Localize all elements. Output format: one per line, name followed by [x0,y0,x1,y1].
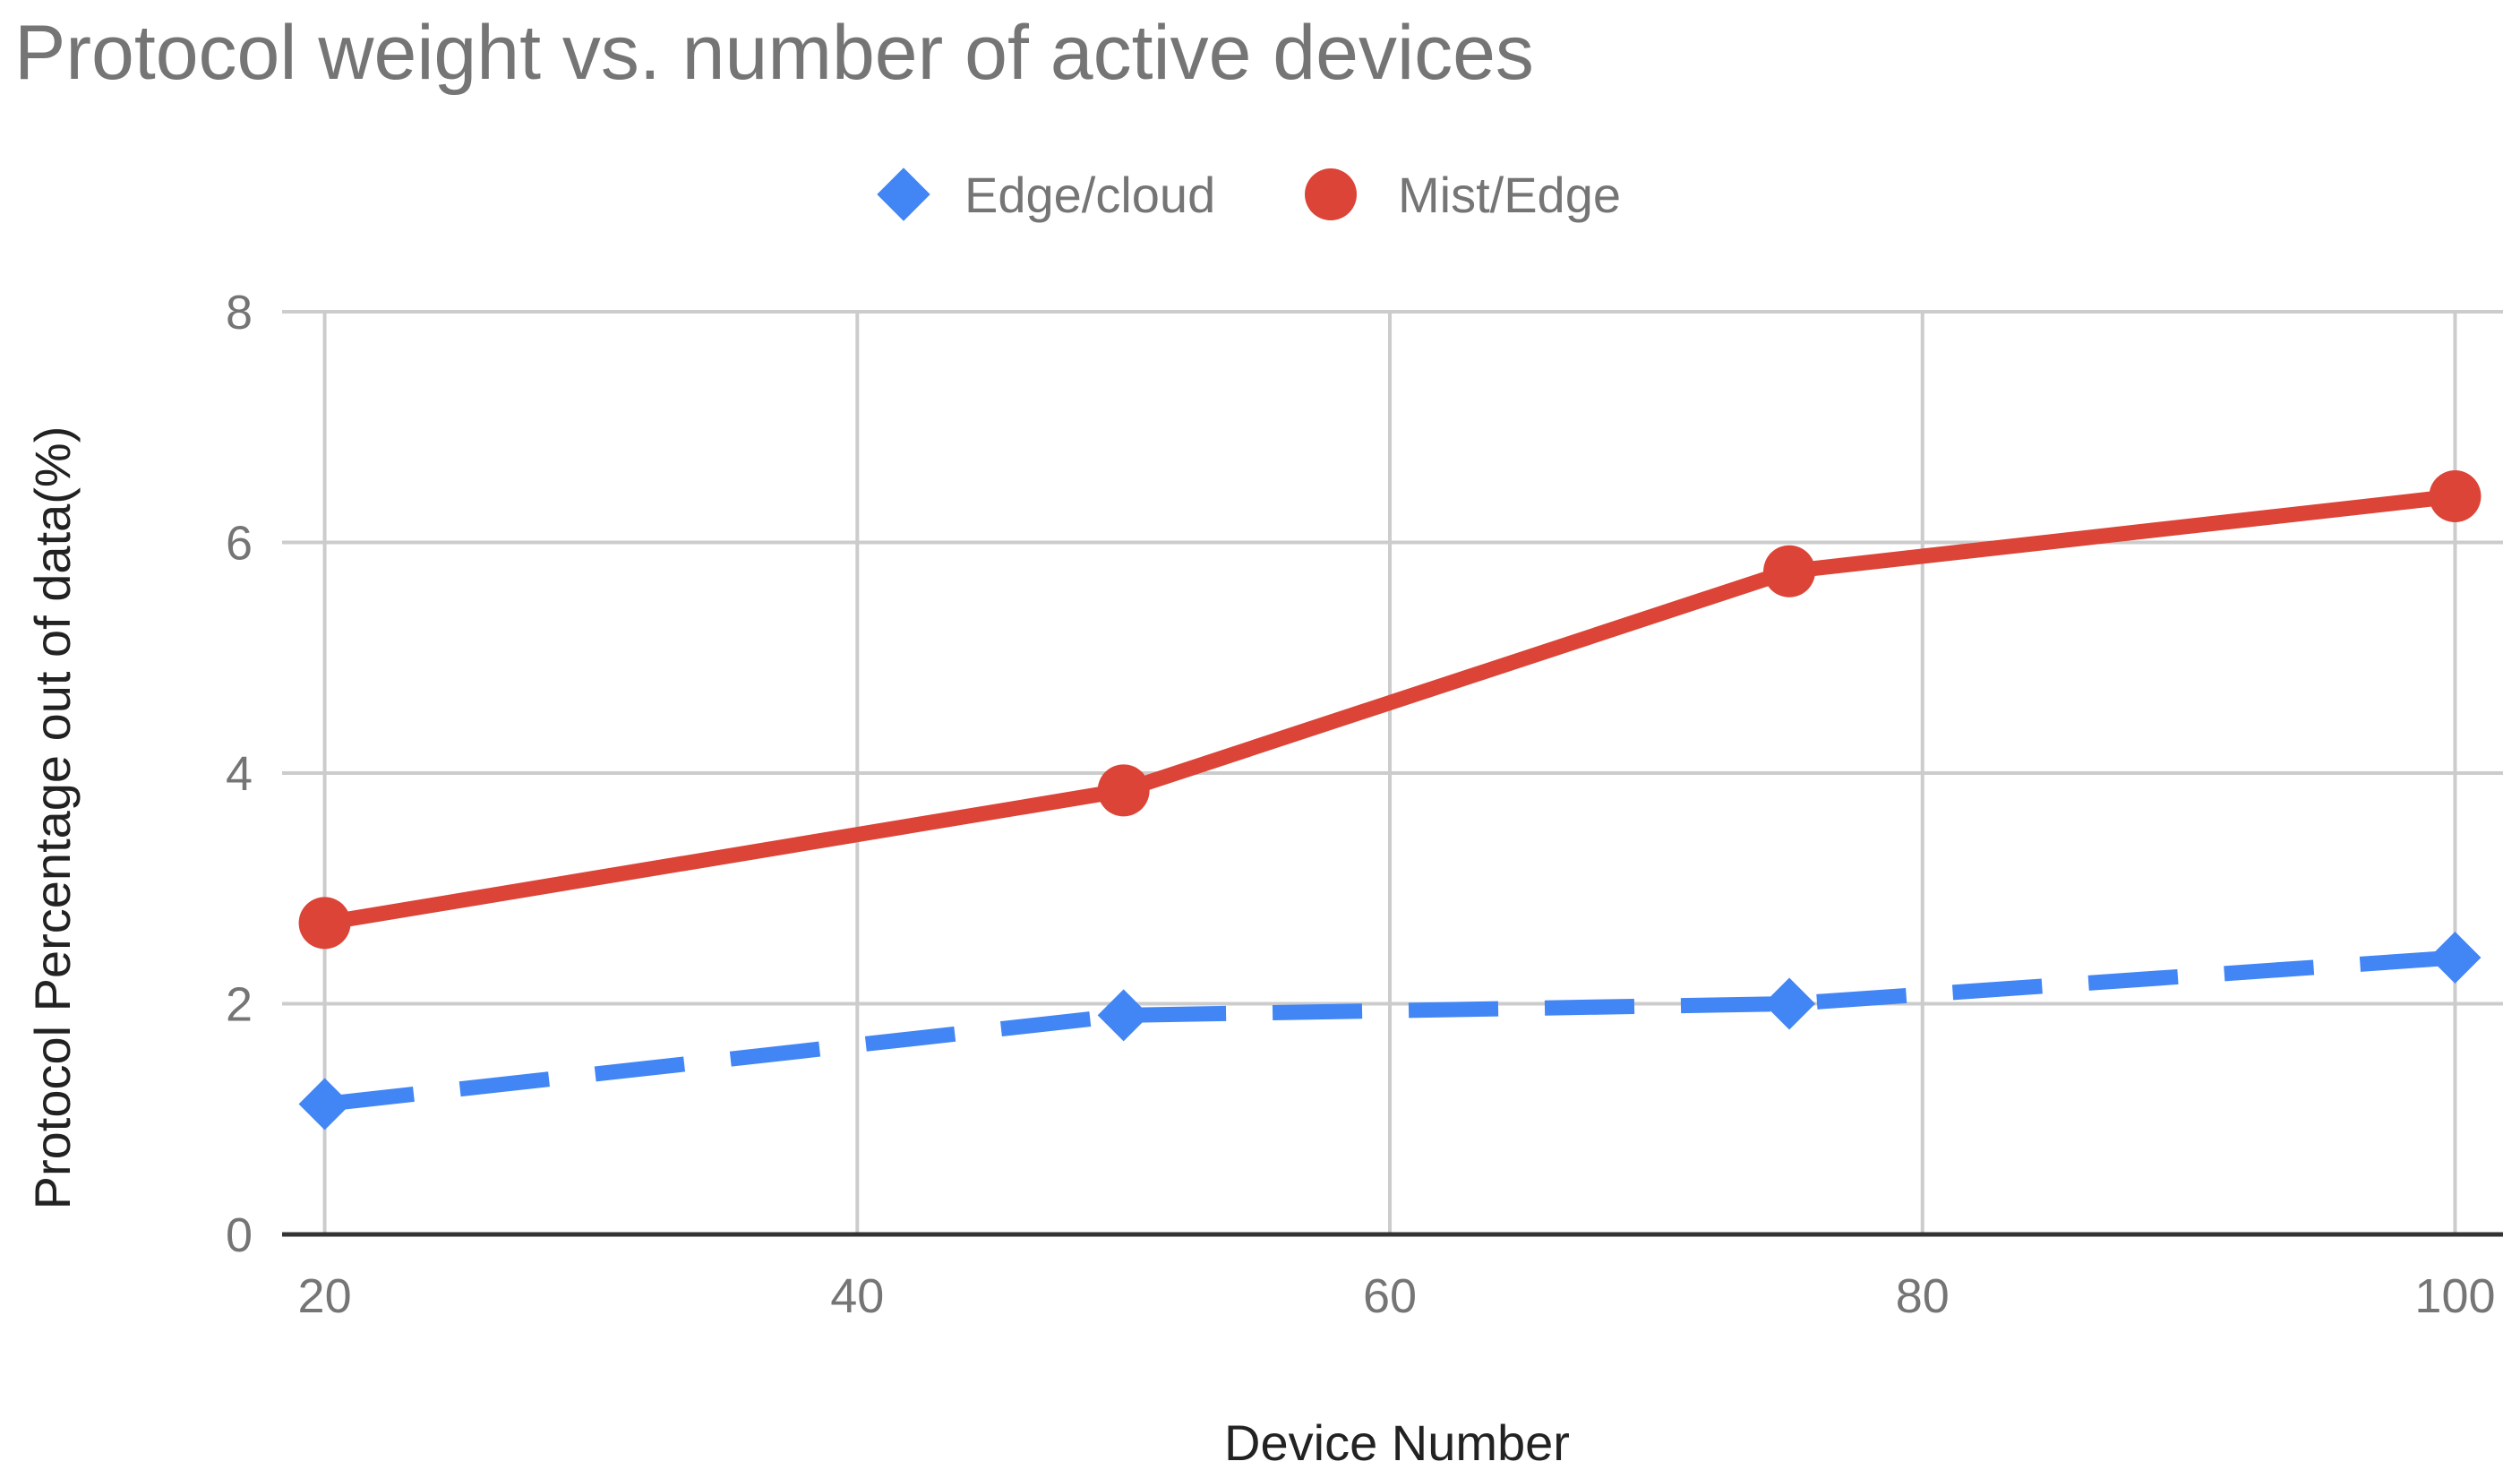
data-point-1-0[interactable] [298,897,351,950]
data-point-0-1[interactable] [1097,989,1150,1042]
y-tick-label-2: 2 [226,978,253,1032]
legend-item-mist-edge[interactable]: Mist/Edge [1305,167,1621,223]
y-axis-label: Protocol Percentage out of data(%) [24,426,81,1210]
grid-lines [282,310,2503,1234]
y-axis-ticks: 0 2 4 6 8 [226,286,253,1262]
series-mist-edge [298,470,2481,950]
data-point-0-2[interactable] [1763,977,1816,1030]
x-tick-label-80: 80 [1896,1269,1950,1323]
series-line-1 [323,488,2456,931]
legend-label-mist-edge: Mist/Edge [1398,167,1621,223]
y-tick-label-4: 4 [226,747,253,801]
chart-title: Protocol weight vs. number of active dev… [14,10,1534,96]
x-axis-label: Device Number [1224,1414,1570,1470]
x-tick-label-100: 100 [2414,1269,2495,1323]
y-tick-label-8: 8 [226,286,253,340]
y-tick-label-0: 0 [226,1208,253,1262]
legend-marker-circle [1305,168,1357,220]
data-point-1-2[interactable] [1763,545,1816,597]
legend-label-edge-cloud: Edge/cloud [964,167,1215,223]
data-point-1-3[interactable] [2429,470,2481,522]
x-axis-ticks: 20 40 60 80 100 [298,1269,2496,1323]
data-point-0-0[interactable] [298,1078,351,1130]
series-layer [298,470,2481,1130]
series-line-0 [323,950,2456,1112]
legend: Edge/cloud Mist/Edge [877,167,1621,223]
x-tick-label-60: 60 [1363,1269,1417,1323]
data-point-0-3[interactable] [2429,932,2481,984]
legend-marker-diamond [877,168,930,221]
series-edge-cloud [298,932,2481,1130]
legend-item-edge-cloud[interactable]: Edge/cloud [877,167,1215,223]
x-tick-label-20: 20 [298,1269,352,1323]
data-point-1-1[interactable] [1097,764,1150,817]
x-tick-label-40: 40 [830,1269,884,1323]
y-tick-label-6: 6 [226,517,253,571]
